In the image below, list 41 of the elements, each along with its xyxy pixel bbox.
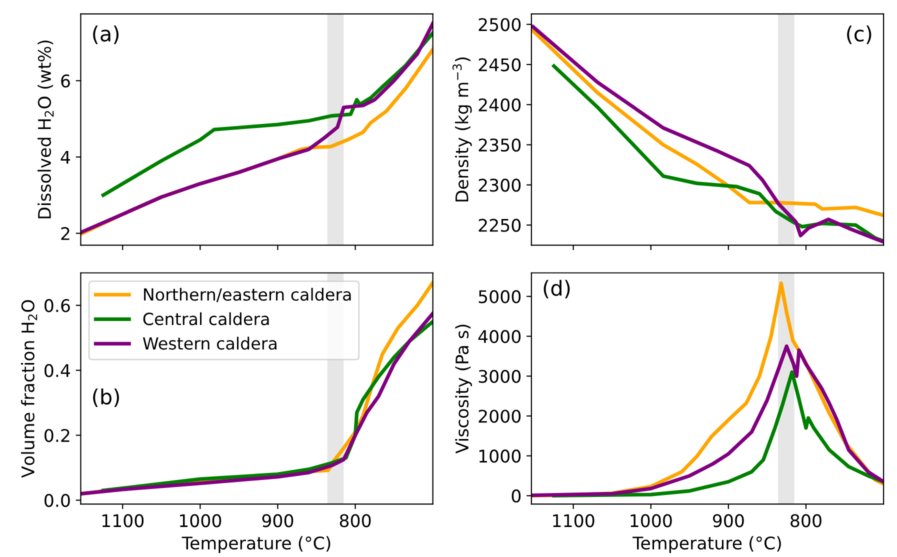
y-tick-label: 2400 [478, 98, 521, 112]
y-tick-label: 2450 [478, 58, 521, 72]
y-tick-label: 2000 [478, 410, 521, 423]
y-axis-title: Density (kg m$^{−3}$) [452, 58, 472, 202]
annotation: (a) [93, 26, 119, 44]
y-tick-label: 0.2 [44, 428, 70, 442]
x-tick-label: 800 [790, 514, 822, 528]
y-tick-label: 5000 [478, 290, 521, 304]
legend-label: Central caldera [143, 312, 269, 326]
legend-label: Western caldera [142, 336, 276, 350]
x-tick-label: 1100 [553, 514, 594, 528]
x-tick-label: 1100 [102, 514, 144, 528]
x-tick-label: 900 [712, 514, 744, 528]
y-tick-label: 2250 [478, 218, 521, 232]
y-tick-label: 0.4 [44, 364, 70, 378]
y-tick-label: 2 [61, 227, 70, 240]
annotation: (d) [544, 280, 570, 298]
y-tick-label: 2350 [478, 138, 521, 152]
y-tick-label: 4 [60, 150, 70, 164]
y-tick-label: 6 [61, 74, 70, 88]
x-tick-label: 1000 [630, 514, 672, 528]
y-axis-title: Viscosity (Pa s) [455, 324, 472, 454]
x-tick-label: 800 [340, 514, 371, 528]
annotation: (c) [847, 26, 872, 44]
y-tick-label: 0.6 [44, 299, 70, 312]
y-tick-label: 2500 [478, 18, 521, 32]
y-tick-label: 0 [512, 489, 521, 503]
x-axis-title: Temperature (°C) [632, 536, 781, 553]
y-tick-label: 0.0 [44, 494, 70, 508]
x-tick-label: 1000 [180, 514, 222, 528]
y-tick-label: 2300 [478, 178, 521, 192]
legend-label: Northern/eastern caldera [144, 288, 351, 302]
x-tick-label: 900 [262, 514, 294, 528]
y-axis-title: Dissolved H$_{2}$O (wt%) [38, 40, 54, 218]
line-series [531, 344, 884, 498]
x-axis-title: Temperature (°C) [182, 536, 330, 553]
y-tick-label: 3000 [478, 370, 521, 383]
y-tick-label: 4000 [478, 330, 521, 344]
y-tick-label: 1000 [479, 450, 521, 463]
y-axis-title: Volume fraction H$_{2}$O [21, 300, 38, 478]
annotation: (b) [93, 388, 119, 408]
